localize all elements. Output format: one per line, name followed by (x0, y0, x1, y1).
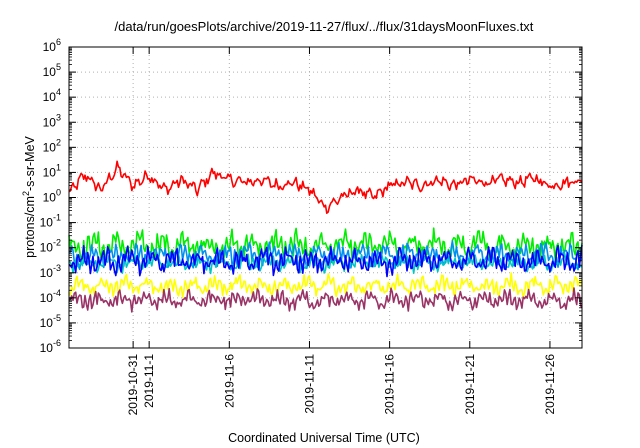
y-tick-base: 10 (43, 140, 57, 154)
series-line-7 (68, 287, 583, 313)
x-tick-label: 2019-11-1 (142, 354, 156, 408)
x-tick-label: 2019-11-11 (302, 354, 316, 414)
x-tick-label: 2019-11-16 (383, 354, 397, 415)
y-tick-exponent: -4 (53, 288, 61, 298)
grid (69, 47, 582, 348)
y-tick-base: 10 (43, 65, 57, 79)
x-tick-label: 2019-10-31 (126, 354, 140, 416)
series-line-5 (68, 244, 583, 278)
y-tick-label: 101 (43, 162, 61, 179)
y-tick-base: 10 (43, 191, 57, 205)
series-layer (68, 160, 583, 313)
y-tick-exponent: -5 (53, 313, 61, 323)
y-tick-exponent: 2 (56, 137, 61, 147)
x-tick-label: 2019-11-6 (222, 354, 236, 408)
y-tick-label: 102 (43, 137, 61, 154)
y-tick-base: 10 (43, 115, 57, 129)
x-tick-label: 2019-11-21 (463, 354, 477, 415)
y-tick-exponent: 1 (56, 162, 61, 172)
y-label-superscript: 2 (21, 191, 31, 196)
y-tick-label: 10-4 (40, 288, 61, 305)
y-tick-label: 10-5 (40, 313, 61, 330)
y-tick-exponent: -3 (53, 263, 61, 273)
y-tick-exponent: -6 (53, 338, 61, 348)
y-tick-exponent: 0 (56, 188, 61, 198)
series-line-3 (68, 240, 583, 271)
y-tick-label: 10-1 (40, 213, 61, 230)
y-tick-base: 10 (43, 40, 57, 54)
y-tick-base: 10 (40, 316, 54, 330)
y-tick-base: 10 (40, 266, 54, 280)
x-tick-label: 2019-11-26 (543, 354, 557, 415)
y-tick-exponent: 4 (56, 87, 61, 97)
y-tick-exponent: 3 (56, 112, 61, 122)
y-tick-base: 10 (40, 216, 54, 230)
series-line-6 (68, 272, 583, 299)
y-tick-label: 10-3 (40, 263, 61, 280)
x-axis-label: Coordinated Universal Time (UTC) (228, 431, 420, 445)
y-label-base: protons/cm (23, 196, 37, 258)
x-axis: 2019-10-31 2019-11-1 2019-11-6 2019-11-11 20… (126, 47, 557, 415)
y-tick-exponent: -2 (53, 238, 61, 248)
y-axis-label: protons/cm2-s-sr-MeV (21, 135, 37, 257)
y-tick-base: 10 (40, 241, 54, 255)
y-label-rest: -s-sr-MeV (23, 135, 37, 191)
chart-title: /data/run/goesPlots/archive/2019-11-27/f… (115, 19, 534, 34)
y-tick-label: 103 (43, 112, 61, 129)
y-tick-exponent: 6 (56, 37, 61, 47)
y-tick-label: 105 (43, 62, 61, 79)
y-tick-base: 10 (43, 165, 57, 179)
y-tick-label: 10-2 (40, 238, 61, 255)
y-tick-label: 100 (43, 188, 61, 205)
y-tick-label: 10-6 (40, 338, 61, 355)
y-tick-exponent: -1 (53, 213, 61, 223)
y-axis: 10-610-510-410-310-210-11001011021031041… (40, 37, 582, 355)
y-tick-base: 10 (40, 291, 54, 305)
series-line-1 (68, 160, 583, 214)
y-tick-base: 10 (43, 90, 57, 104)
y-tick-exponent: 5 (56, 62, 61, 72)
y-tick-label: 106 (43, 37, 61, 54)
y-tick-base: 10 (40, 341, 54, 355)
y-tick-label: 104 (43, 87, 61, 104)
